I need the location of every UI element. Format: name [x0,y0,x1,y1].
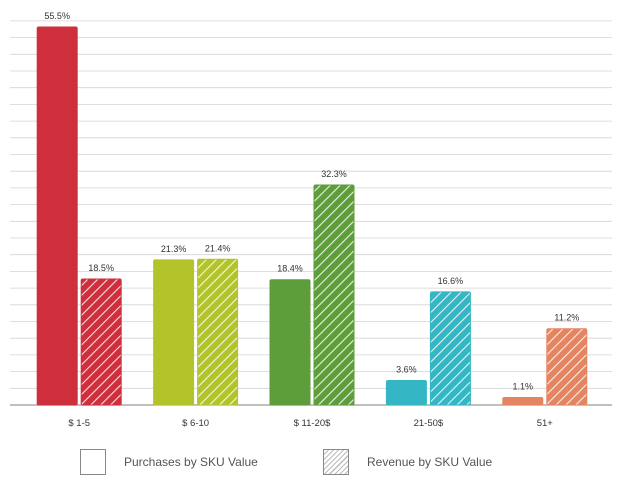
data-label-purchases-4: 1.1% [513,382,534,392]
bar-revenue-0 [80,278,122,406]
bar-purchases-2 [269,279,311,406]
legend-item-revenue: Revenue by SKU Value [323,449,492,475]
legend: Purchases by SKU Value Revenue by SKU Va… [0,449,622,477]
bar-revenue-2 [313,184,355,406]
bar-chart: 55.5% 18.5% 21.3% 21.4% 18.4% 32.3% 3.6% 16.6% 1… [10,11,612,429]
bar-purchases-1 [153,259,195,406]
bar-revenue-3 [429,291,471,406]
data-label-revenue-0: 18.5% [88,263,114,273]
data-label-purchases-2: 18.4% [277,264,303,274]
x-tick-label-4: 51+ [537,418,554,429]
bar-purchases-0 [36,26,78,406]
bar-revenue-1 [197,258,239,406]
legend-label-purchases: Purchases by SKU Value [124,455,258,469]
data-label-purchases-1: 21.3% [161,244,187,254]
legend-swatch-solid [80,449,106,475]
data-label-revenue-3: 16.6% [438,276,464,286]
x-tick-label-1: $ 6-10 [182,418,209,429]
bar-purchases-4 [502,397,544,406]
data-label-revenue-4: 11.2% [554,313,579,323]
bar-revenue-4 [546,328,588,406]
x-tick-label-2: $ 11-20$ [294,418,332,429]
legend-item-purchases: Purchases by SKU Value [80,449,258,475]
data-labels: 55.5% 18.5% 21.3% 21.4% 18.4% 32.3% 3.6% 16.6% 1… [44,11,579,392]
x-axis-tick-labels: $ 1-5 $ 6-10 $ 11-20$ 21-50$ 51+ [68,418,553,429]
legend-swatch-hatched [323,449,349,475]
data-label-revenue-2: 32.3% [321,169,347,179]
legend-label-revenue: Revenue by SKU Value [367,455,493,469]
data-label-revenue-1: 21.4% [205,243,231,253]
bar-purchases-3 [385,380,427,406]
data-label-purchases-3: 3.6% [396,365,417,375]
x-tick-label-0: $ 1-5 [68,418,90,429]
x-tick-label-3: 21-50$ [414,418,444,429]
bars [36,26,588,406]
data-label-purchases-0: 55.5% [44,11,70,21]
